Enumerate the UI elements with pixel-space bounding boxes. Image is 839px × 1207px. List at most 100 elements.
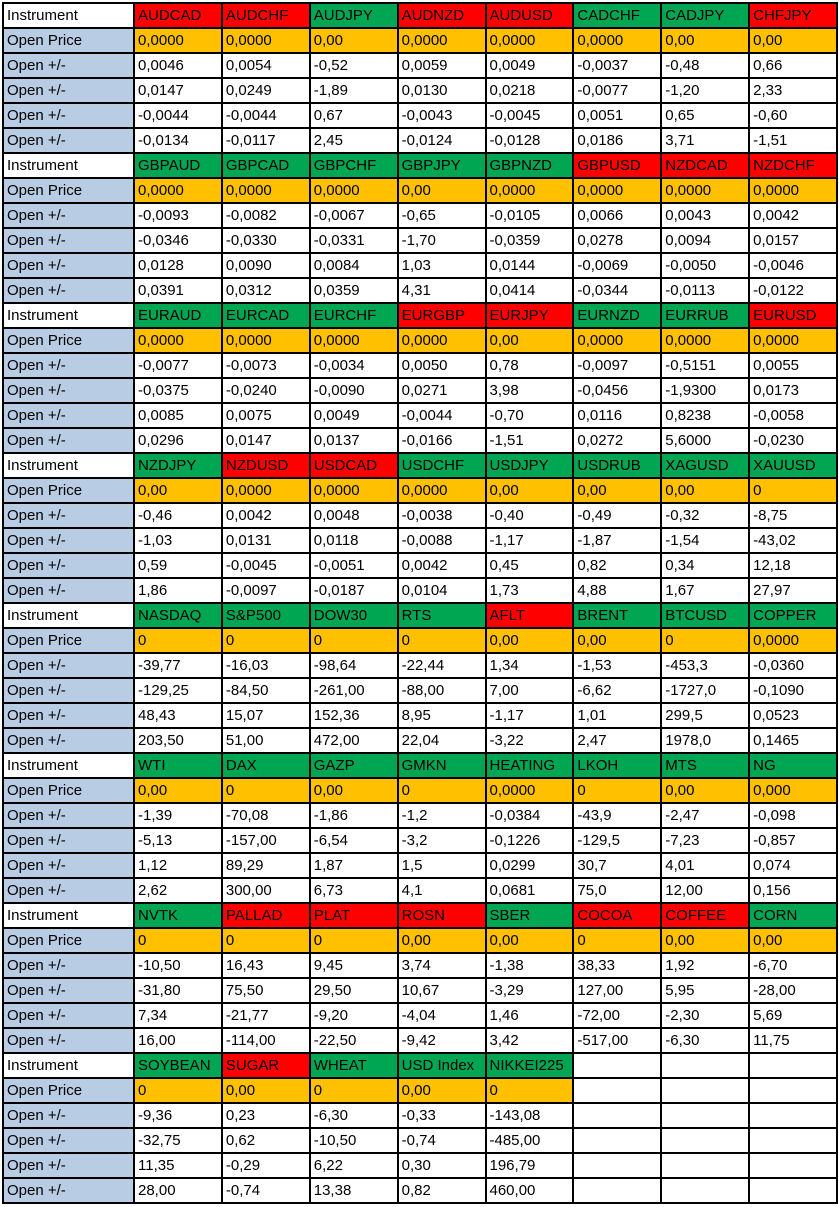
open-price-cell: 0 <box>220 627 311 654</box>
open-change-cell: 4,1 <box>396 877 487 904</box>
open-change-cell: 0,0042 <box>396 552 487 579</box>
row-label-open-price: Open Price <box>2 27 135 54</box>
open-change-cell: 0,0144 <box>484 252 575 279</box>
instrument-header: NZDJPY <box>133 452 223 479</box>
instrument-header: EURJPY <box>484 302 575 329</box>
open-change-cell: 1,67 <box>660 577 751 604</box>
open-price-cell: 0 <box>748 477 838 504</box>
row-label-instrument: Instrument <box>2 452 135 479</box>
row-label-open-change: Open +/- <box>2 1102 135 1129</box>
open-price-cell: 0,00 <box>220 1077 311 1104</box>
open-change-cell: 0,0048 <box>308 502 399 529</box>
open-change-cell: -0,74 <box>396 1127 487 1154</box>
open-change-cell: 0,0042 <box>748 202 838 229</box>
open-change-cell: -6,70 <box>748 952 838 979</box>
open-change-cell: 0,45 <box>484 552 575 579</box>
open-change-cell: 0,0681 <box>484 877 575 904</box>
open-change-cell: -0,0331 <box>308 227 399 254</box>
open-change-cell: -0,0037 <box>572 52 663 79</box>
open-price-cell: 0,0000 <box>572 27 663 54</box>
open-change-cell: -0,0359 <box>484 227 575 254</box>
open-change-cell: 299,5 <box>660 702 751 729</box>
open-change-cell: -2,30 <box>660 1002 751 1029</box>
open-change-cell: -1,39 <box>133 802 223 829</box>
open-change-cell: 29,50 <box>308 977 399 1004</box>
instrument-header: WHEAT <box>308 1052 399 1079</box>
instrument-header: SUGAR <box>220 1052 311 1079</box>
open-change-row: Open +/- -0,46 0,0042 0,0048 -0,0038 -0,40 -0,… <box>2 502 838 529</box>
open-change-cell: -0,0240 <box>220 377 311 404</box>
instrument-header-row: Instrument NASDAQ S&P500 DOW30 RTS AFLT BRENT B… <box>2 602 838 629</box>
open-price-cell: 0,0000 <box>220 327 311 354</box>
open-change-cell: 75,50 <box>220 977 311 1004</box>
row-label-open-change: Open +/- <box>2 127 135 154</box>
open-change-row: Open +/- -0,0346 -0,0330 -0,0331 -1,70 -0,035… <box>2 227 838 254</box>
open-price-cell: 0,00 <box>660 927 751 954</box>
open-price-cell: 0,00 <box>133 477 223 504</box>
instrument-header: USDCHF <box>396 452 487 479</box>
row-label-open-change: Open +/- <box>2 1002 135 1029</box>
open-change-cell: 5,69 <box>748 1002 838 1029</box>
open-change-cell: 1,46 <box>484 1002 575 1029</box>
open-change-row: Open +/- 0,0046 0,0054 -0,52 0,0059 0,0049 -0,… <box>2 52 838 79</box>
open-change-cell: 27,97 <box>748 577 838 604</box>
open-price-cell: 0 <box>133 927 223 954</box>
instrument-header: GBPCAD <box>220 152 311 179</box>
open-change-row: Open +/- -0,0077 -0,0073 -0,0034 0,0050 0,78-… <box>2 352 838 379</box>
open-change-cell: -0,0105 <box>484 202 575 229</box>
open-change-row: Open +/- -10,50 16,43 9,45 3,74 -1,38 38,33 1,9… <box>2 952 838 979</box>
open-change-cell: 22,04 <box>396 727 487 754</box>
open-change-cell: -1,03 <box>133 527 223 554</box>
open-change-cell: 0,62 <box>220 1127 311 1154</box>
open-change-cell: 6,22 <box>308 1152 399 1179</box>
open-change-cell: -0,098 <box>748 802 838 829</box>
instrument-header: SOYBEAN <box>133 1052 223 1079</box>
open-change-cell: -4,04 <box>396 1002 487 1029</box>
empty-cell <box>660 1177 751 1204</box>
open-change-cell: 203,50 <box>133 727 223 754</box>
open-change-cell: 460,00 <box>484 1177 575 1204</box>
open-change-cell: 2,62 <box>133 877 223 904</box>
open-change-cell: 0,0523 <box>748 702 838 729</box>
instrument-header: CHFJPY <box>748 2 838 29</box>
open-price-cell: 0,0000 <box>133 177 223 204</box>
open-price-cell: 0 <box>308 927 399 954</box>
instrument-header: AUDUSD <box>484 2 575 29</box>
open-change-cell: -517,00 <box>572 1027 663 1054</box>
open-change-cell: -0,0044 <box>220 102 311 129</box>
open-change-cell: -485,00 <box>484 1127 575 1154</box>
open-price-cell: 0 <box>133 1077 223 1104</box>
open-change-cell: -39,77 <box>133 652 223 679</box>
open-change-cell: 5,6000 <box>660 427 751 454</box>
open-change-cell: 0,0278 <box>572 227 663 254</box>
open-change-row: Open +/- 0,59 -0,0045 -0,0051 0,0042 0,45 0,82… <box>2 552 838 579</box>
open-change-cell: -1,54 <box>660 527 751 554</box>
row-label-open-change: Open +/- <box>2 352 135 379</box>
open-price-cell: 0,00 <box>748 927 838 954</box>
open-change-cell: -1,2 <box>396 802 487 829</box>
open-change-cell: -0,49 <box>572 502 663 529</box>
open-change-cell: 3,74 <box>396 952 487 979</box>
open-change-cell: -16,03 <box>220 652 311 679</box>
open-change-cell: -3,2 <box>396 827 487 854</box>
row-label-instrument: Instrument <box>2 1052 135 1079</box>
open-change-row: Open +/- -0,0134 -0,0117 2,45 -0,0124 -0,0128… <box>2 127 838 154</box>
instrument-header-row: Instrument AUDCAD AUDCHF AUDJPY AUDNZD AUDUSD… <box>2 2 838 29</box>
open-price-cell: 0,0000 <box>220 477 311 504</box>
open-change-cell: -0,0330 <box>220 227 311 254</box>
open-change-cell: -1,17 <box>484 527 575 554</box>
instrument-header: GBPUSD <box>572 152 663 179</box>
empty-cell <box>572 1052 663 1079</box>
instrument-header: S&P500 <box>220 602 311 629</box>
open-change-cell: -0,0344 <box>572 277 663 304</box>
open-change-cell: -0,29 <box>220 1152 311 1179</box>
instrument-header: PALLAD <box>220 902 311 929</box>
open-change-cell: 0,59 <box>133 552 223 579</box>
open-price-cell: 0,000 <box>748 777 838 804</box>
row-label-open-change: Open +/- <box>2 552 135 579</box>
open-price-cell: 0,00 <box>484 927 575 954</box>
open-price-cell: 0,0000 <box>220 27 311 54</box>
open-change-row: Open +/- -1,03 0,0131 0,0118 -0,0088 -1,17 -1,… <box>2 527 838 554</box>
instrument-header: AUDCAD <box>133 2 223 29</box>
open-change-cell: -6,30 <box>308 1102 399 1129</box>
